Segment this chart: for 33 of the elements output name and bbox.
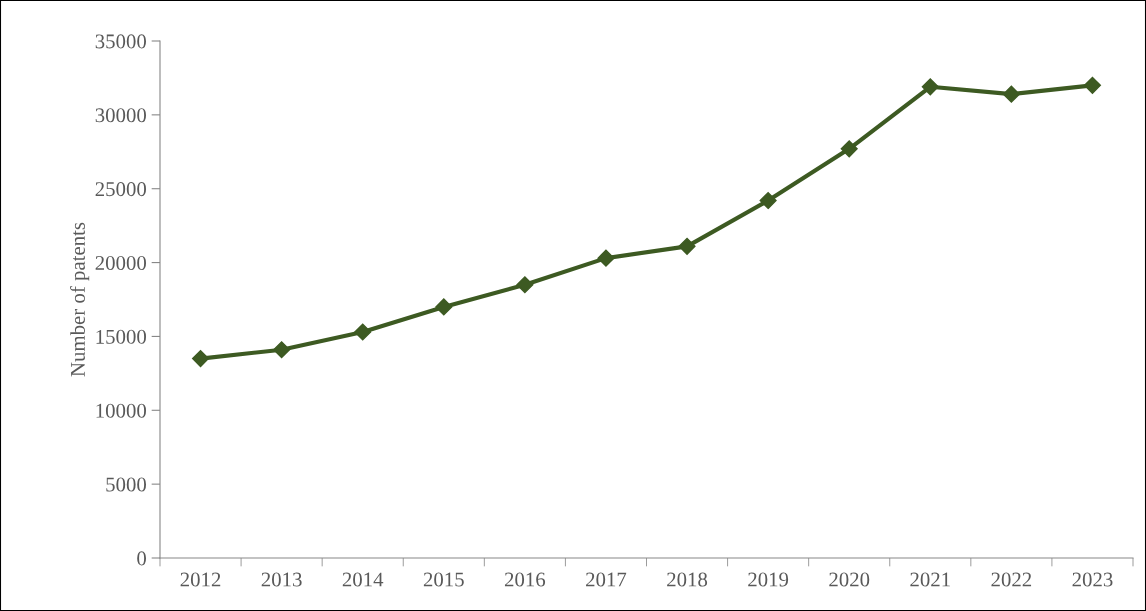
x-tick-label: 2019 xyxy=(748,572,789,587)
x-tick-label: 2020 xyxy=(829,572,870,587)
x-tick-label: 2022 xyxy=(991,572,1032,587)
x-tick-label: 2012 xyxy=(180,572,221,587)
y-tick-label: 5000 xyxy=(106,477,147,492)
y-tick-label: 30000 xyxy=(95,108,147,123)
x-tick-label: 2018 xyxy=(667,572,708,587)
y-tick-label: 35000 xyxy=(95,34,147,49)
point xyxy=(273,341,291,359)
point xyxy=(191,350,210,368)
point xyxy=(597,249,615,267)
x-tick-label: 2013 xyxy=(261,572,302,587)
y-axis-title: Number of patents xyxy=(70,222,90,377)
point xyxy=(1002,85,1020,103)
x-tick-label: 2021 xyxy=(910,572,950,587)
y-tick-label: 25000 xyxy=(95,182,147,197)
point xyxy=(516,276,534,294)
point xyxy=(435,298,453,316)
point xyxy=(840,140,858,158)
y-tick-label: 15000 xyxy=(96,329,147,344)
y-tick-label: 0 xyxy=(137,551,147,566)
point xyxy=(1083,76,1102,94)
point xyxy=(921,78,939,96)
x-tick-label: 2017 xyxy=(586,572,627,587)
point xyxy=(678,237,696,255)
point xyxy=(759,191,777,210)
x-tick-label: 2014 xyxy=(342,572,384,587)
y-tick-label: 20000 xyxy=(95,255,147,270)
x-tick-label: 2016 xyxy=(504,572,546,587)
x-tick-label: 2015 xyxy=(423,572,464,587)
point xyxy=(354,323,372,341)
y-tick-label: 10000 xyxy=(96,403,147,418)
x-tick-label: 2023 xyxy=(1072,572,1113,587)
